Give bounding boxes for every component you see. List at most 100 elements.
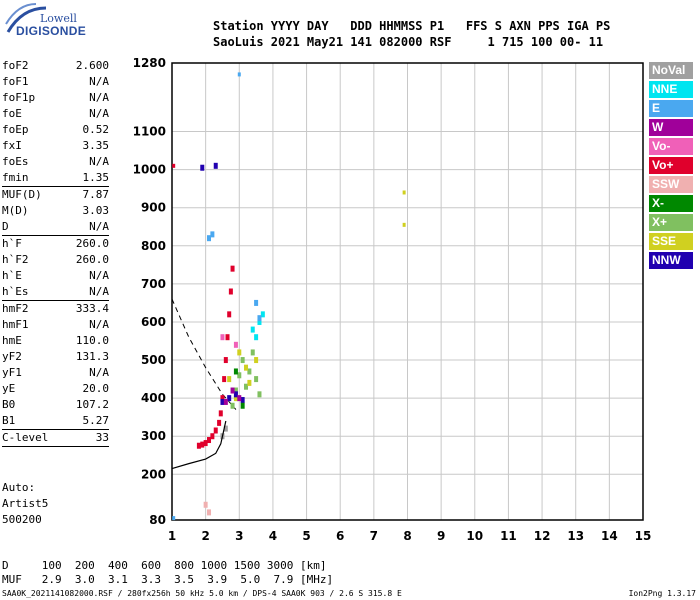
param-row: foF1p N/A [2,90,109,106]
data-point [200,164,205,171]
x-tick-label: 14 [601,529,618,543]
data-point [247,379,252,386]
param-row: M(D) 3.03 [2,203,109,219]
param-name: C-level [2,431,49,444]
data-point [227,311,232,318]
param-row: foEp 0.52 [2,122,109,138]
data-point [227,395,232,402]
legend-item-noval: NoVal [649,62,693,79]
param-value: 0.52 [82,123,110,136]
param-row: foF2 2.600 [2,58,109,74]
legend-item-xplus: X+ [649,214,693,231]
param-value: N/A [89,269,109,282]
auto-program: Artist5 [2,497,49,510]
data-point [230,265,235,272]
data-point [254,357,259,364]
legend-item-nne: NNE [649,81,693,98]
data-point [217,419,222,426]
y-tick-label: 80 [149,513,166,527]
true-height-profile-line [171,420,227,470]
param-name: yF1 [2,366,22,379]
data-point [220,398,225,405]
param-name: foEp [2,123,29,136]
param-value: N/A [89,285,109,298]
logo-text-bottom: DIGISONDE [16,24,87,38]
header-line-2: SaoLuis 2021 May21 141 082000 RSF 1 715 … [213,35,604,49]
y-tick-label: 300 [141,429,166,443]
y-tick-label: 900 [141,201,166,215]
y-tick-label: 1000 [133,163,166,177]
param-row: yE 20.0 [2,381,109,397]
param-row: B0 107.2 [2,397,109,413]
data-point [172,516,176,521]
param-name: h`E [2,269,22,282]
x-tick-label: 1 [168,529,176,543]
distance-row: D 100 200 400 600 800 1000 1500 3000 [km… [2,559,327,572]
param-row: foE N/A [2,106,109,122]
data-point [247,368,252,375]
data-point [240,402,245,409]
data-point [223,357,228,364]
data-point [207,235,212,242]
param-value: N/A [89,366,109,379]
data-point [207,437,212,444]
x-tick-label: 7 [370,529,378,543]
data-point [204,502,208,507]
y-tick-label: 500 [141,353,166,367]
param-name: h`F2 [2,253,29,266]
param-row: MUF(D) 7.87 [2,187,109,203]
param-row: hmF2 333.4 [2,301,109,317]
data-point [210,231,215,238]
data-point [207,509,212,516]
data-point [257,315,262,322]
data-point [402,222,406,227]
digisonde-logo: Lowell DIGISONDE [2,2,86,44]
x-tick-label: 3 [235,529,243,543]
param-separator [2,235,109,236]
param-name: foF1p [2,91,36,104]
param-name: foE [2,107,22,120]
data-point [233,368,238,375]
param-row: yF1 N/A [2,365,109,381]
x-tick-label: 2 [201,529,209,543]
param-value: N/A [89,91,109,104]
data-point [237,349,242,356]
x-tick-label: 15 [635,529,652,543]
param-separator [2,446,109,447]
param-name: foEs [2,155,29,168]
param-value: 110.0 [75,334,109,347]
auto-version: 500200 [2,513,42,526]
legend-item-sse: SSE [649,233,693,250]
legend-item-w: W [649,119,693,136]
x-tick-label: 10 [466,529,483,543]
param-value: 3.03 [82,204,110,217]
data-point [402,190,406,195]
legend-item-vominus: Vo- [649,138,693,155]
data-point [233,387,238,394]
data-point [200,441,205,448]
y-tick-label: 400 [141,391,166,405]
param-name: h`F [2,237,22,250]
param-row: foF1 N/A [2,74,109,90]
param-value: 260.0 [75,253,109,266]
param-value: N/A [89,107,109,120]
param-separator [2,186,109,187]
data-point [257,391,262,398]
y-tick-label: 1280 [133,56,166,70]
param-row: fxI 3.35 [2,138,109,154]
y-tick-label: 800 [141,239,166,253]
param-name: hmF1 [2,318,29,331]
param-row: foEs N/A [2,154,109,170]
ionogram-chart: 1 2 3 4 5 6 7 8 9 10 11 12 13 14 158020030040050060070… [133,56,652,543]
param-value: 3.35 [82,139,110,152]
param-value: 333.4 [75,302,109,315]
version-label: Ion2Png 1.3.17 [628,589,696,598]
dashed-estimate-line [171,298,237,410]
data-point [220,395,225,402]
data-point [213,162,218,169]
param-name: hmE [2,334,22,347]
param-name: h`Es [2,285,29,298]
data-point [228,288,233,295]
header-line-1: Station YYYY DAY DDD HHMMSS P1 FFS S AXN… [213,19,611,33]
data-point [196,442,201,449]
